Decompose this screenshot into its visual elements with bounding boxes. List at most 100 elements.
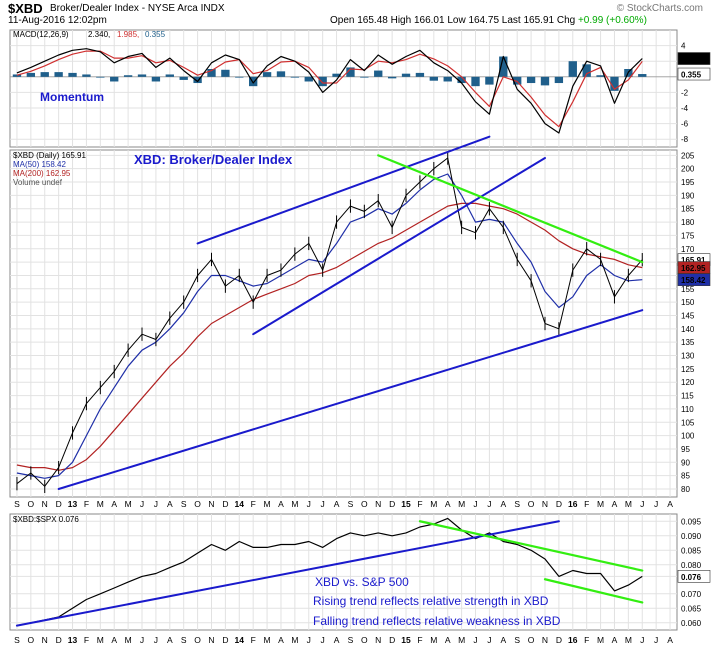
x-tick-label: N [208, 635, 214, 645]
y-tick-label: 95 [681, 445, 690, 454]
macd-histogram-bar [374, 70, 383, 77]
macd-annotation: Momentum [40, 90, 104, 104]
macd-histogram-bar [207, 69, 216, 77]
macd-histogram-bar [596, 75, 605, 77]
y-tick-label: 85 [681, 472, 690, 481]
quote-line: Open 165.48 High 166.01 Low 164.75 Last … [330, 15, 647, 26]
x-tick-label: S [514, 499, 520, 509]
y-tick-label: 105 [681, 418, 695, 427]
x-tick-label: M [291, 635, 298, 645]
x-tick-label: D [556, 635, 562, 645]
macd-legend-hist: 0.355 [145, 30, 166, 39]
x-tick-label: J [654, 499, 658, 509]
price-grid [10, 150, 677, 497]
x-tick-label: J [487, 499, 491, 509]
x-tick-label: F [417, 635, 422, 645]
x-tick-label: O [28, 635, 35, 645]
macd-histogram-bar [415, 72, 425, 77]
x-tick-label: N [542, 499, 548, 509]
chart-instrument-name: Broker/Dealer Index - NYSE Arca INDX [50, 3, 225, 14]
x-tick-label: O [528, 499, 535, 509]
x-tick-label: J [487, 635, 491, 645]
macd-legend-signal: 1.985, [117, 30, 139, 39]
brand-watermark: © StockCharts.com [616, 3, 703, 14]
x-tick-label: F [584, 499, 589, 509]
x-tick-label: O [194, 499, 201, 509]
x-tick-label: M [625, 635, 632, 645]
trendline [57, 309, 644, 490]
price-frame [9, 149, 678, 498]
x-tick-label: D [389, 635, 395, 645]
price-last-text: 165.91 [681, 256, 706, 265]
macd-histogram-bar [499, 56, 508, 77]
x-tick-label: S [181, 635, 187, 645]
quote-values: Open 165.48 High 166.01 Low 164.75 Last … [330, 15, 578, 26]
x-axis: SSOONNDD1313FFMMAAMMJJJJAASSOONNDD1414FF… [14, 499, 673, 645]
macd-histogram-bar [443, 76, 452, 82]
y-tick-label: 170 [681, 245, 695, 254]
ma50-legend: MA(50) 158.42 [13, 160, 66, 169]
y-tick-label: 0.095 [681, 517, 702, 526]
x-tick-label: A [278, 499, 284, 509]
x-tick-label: 14 [235, 635, 245, 645]
x-tick-label: F [251, 635, 256, 645]
trendline [252, 157, 546, 336]
x-tick-label: J [473, 635, 477, 645]
macd-histogram-bar [40, 72, 49, 77]
trendline [377, 154, 644, 264]
x-tick-label: 13 [68, 635, 78, 645]
x-tick-label: M [430, 499, 437, 509]
x-tick-label: S [181, 499, 187, 509]
y-tick-label: 195 [681, 178, 695, 187]
y-tick-label: 110 [681, 405, 694, 414]
x-tick-label: N [375, 635, 381, 645]
x-tick-label: A [500, 635, 506, 645]
y-tick-label: -4 [681, 104, 689, 113]
x-tick-label: O [361, 499, 368, 509]
y-tick-label: 0.090 [681, 532, 702, 541]
y-tick-label: 0.080 [681, 561, 702, 570]
y-tick-label: 4 [681, 42, 686, 51]
x-tick-label: M [625, 499, 632, 509]
ratio-annotation-line: Rising trend reflects relative strength … [313, 594, 549, 608]
x-tick-label: M [97, 635, 104, 645]
x-tick-label: A [667, 499, 673, 509]
x-tick-label: A [334, 499, 340, 509]
y-tick-label: 130 [681, 352, 695, 361]
macd-histogram-bar [262, 72, 272, 77]
x-tick-label: A [111, 499, 117, 509]
macd-histogram-bar [26, 72, 36, 77]
x-tick-label: M [125, 635, 132, 645]
macd-histogram-bar [151, 76, 161, 82]
ratio-frame [9, 513, 678, 631]
x-tick-label: J [640, 499, 644, 509]
y-tick-label: 120 [681, 378, 695, 387]
x-tick-label: A [500, 499, 506, 509]
macd-last-text: 2.340 [681, 55, 702, 64]
price-panel-title: XBD: Broker/Dealer Index [134, 152, 293, 167]
macd-histogram-bar [137, 74, 147, 77]
macd-histogram-bar [82, 74, 91, 77]
x-tick-label: N [42, 499, 48, 509]
y-tick-label: 180 [681, 218, 695, 227]
x-tick-label: F [251, 499, 256, 509]
y-tick-label: -6 [681, 120, 689, 129]
x-tick-label: A [667, 635, 673, 645]
macd-histogram-bar [290, 76, 300, 78]
x-tick-label: S [514, 635, 520, 645]
macd-histogram-bar [401, 73, 411, 77]
macd-hist-last-text: 0.355 [681, 71, 702, 80]
y-tick-label: 90 [681, 458, 690, 467]
macd-histogram-bar [582, 64, 591, 77]
macd-histogram-bar [96, 76, 105, 78]
x-tick-label: M [97, 499, 104, 509]
x-tick-label: J [321, 499, 325, 509]
x-tick-label: A [445, 635, 451, 645]
trendline [196, 135, 491, 245]
y-tick-label: 135 [681, 338, 695, 347]
trendline [15, 520, 560, 627]
ma50-line [16, 173, 643, 479]
macd-histogram-bar [568, 61, 577, 77]
macd-histogram-bar [360, 76, 369, 78]
x-tick-label: J [640, 635, 644, 645]
